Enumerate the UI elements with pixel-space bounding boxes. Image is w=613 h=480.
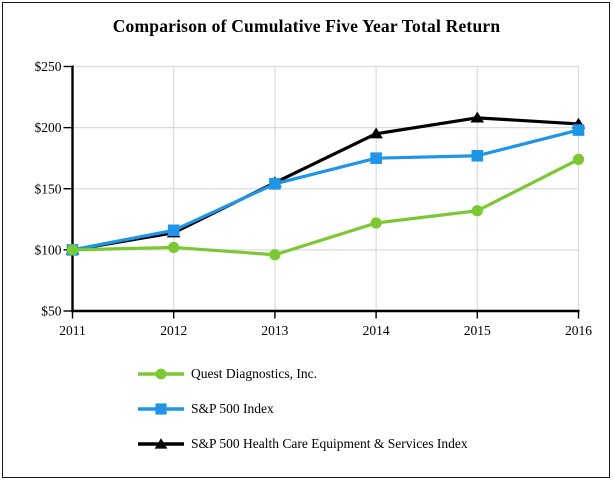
data-point-marker: [168, 241, 180, 254]
x-tick-label: 2013: [261, 323, 288, 338]
legend-label-quest: Quest Diagnostics, Inc.: [191, 366, 317, 381]
data-point-marker: [269, 249, 281, 261]
data-point-marker: [572, 153, 585, 166]
data-point-marker: [370, 217, 382, 229]
x-tick-label: 2011: [59, 323, 86, 338]
series-line: [70, 157, 581, 257]
x-tick-label: 2016: [565, 323, 592, 338]
data-point-marker: [470, 111, 485, 123]
y-tick-label: $100: [35, 242, 62, 257]
x-tick-label: 2014: [363, 323, 390, 338]
data-point-marker: [269, 178, 281, 190]
chart-legend: Quest Diagnostics, Inc. S&P 500 Index S&…: [138, 363, 468, 468]
data-point-marker: [370, 152, 382, 164]
data-point-marker: [471, 205, 483, 217]
series-line: [70, 116, 581, 252]
data-point-marker: [167, 224, 180, 237]
quest-line-marker-icon: [138, 368, 184, 380]
sp500-line-marker-icon: [138, 403, 184, 415]
x-tick-label: 2015: [464, 323, 491, 338]
legend-label-healthcare: S&P 500 Health Care Equipment & Services…: [191, 436, 468, 451]
legend-item-healthcare: S&P 500 Health Care Equipment & Services…: [138, 433, 468, 455]
x-tick-label: 2012: [160, 323, 187, 338]
data-point-marker: [369, 127, 383, 139]
legend-label-sp500: S&P 500 Index: [191, 401, 274, 416]
y-tick-label: $150: [35, 181, 62, 196]
series-line: [70, 128, 581, 252]
healthcare-line-marker-icon: [138, 438, 184, 449]
y-tick-label: $250: [35, 59, 62, 74]
data-point-marker: [66, 244, 79, 256]
data-point-marker: [572, 124, 585, 136]
y-tick-label: $200: [35, 120, 62, 135]
legend-item-sp500: S&P 500 Index: [138, 398, 468, 420]
data-point-marker: [471, 149, 484, 162]
y-tick-label: $50: [41, 304, 62, 319]
chart-title: Comparison of Cumulative Five Year Total…: [112, 16, 501, 36]
legend-item-quest: Quest Diagnostics, Inc.: [138, 363, 468, 385]
